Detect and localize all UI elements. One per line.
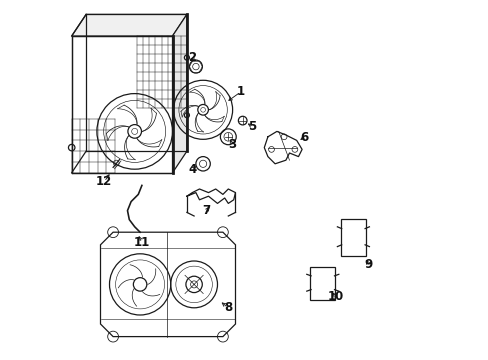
Text: 9: 9 xyxy=(364,258,372,271)
Polygon shape xyxy=(72,36,172,173)
Text: 6: 6 xyxy=(299,131,307,144)
Text: 12: 12 xyxy=(96,175,112,188)
Text: 1: 1 xyxy=(236,85,244,98)
Text: 8: 8 xyxy=(224,301,232,314)
FancyBboxPatch shape xyxy=(340,219,365,256)
Polygon shape xyxy=(72,14,186,36)
Text: 3: 3 xyxy=(227,138,236,150)
Text: 7: 7 xyxy=(202,204,210,217)
Polygon shape xyxy=(172,14,186,173)
Text: 5: 5 xyxy=(247,120,255,132)
Text: 10: 10 xyxy=(327,291,344,303)
Text: 11: 11 xyxy=(134,237,150,249)
Polygon shape xyxy=(101,232,235,337)
FancyBboxPatch shape xyxy=(310,267,335,300)
Text: 2: 2 xyxy=(188,51,196,64)
Text: 4: 4 xyxy=(188,163,196,176)
